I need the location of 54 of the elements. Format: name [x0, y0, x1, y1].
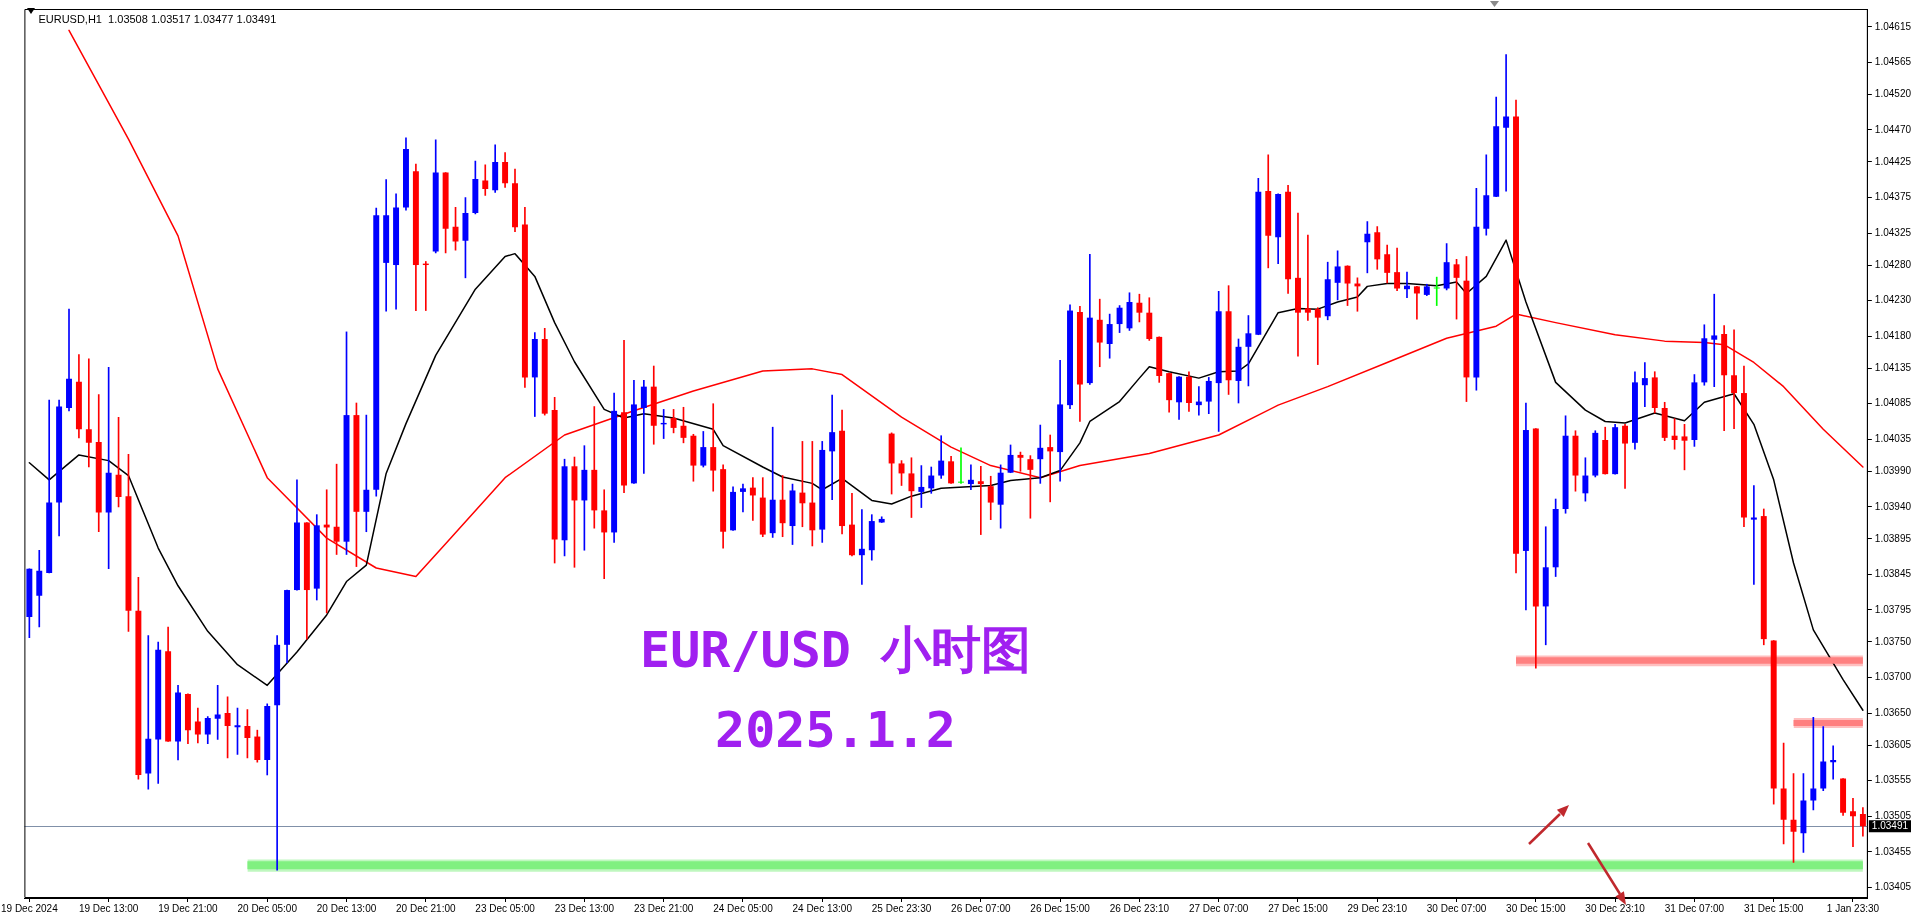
y-tick-label: 1.03650 [1874, 706, 1912, 718]
x-tick-label: 1 Jan 23:30 [1826, 902, 1880, 914]
x-tick-label: 24 Dec 05:00 [713, 902, 774, 914]
y-tick-label: 1.03505 [1874, 809, 1912, 821]
x-tick-label: 24 Dec 13:00 [792, 902, 853, 914]
x-tick-label: 31 Dec 15:00 [1743, 902, 1804, 914]
x-tick-label: 23 Dec 13:00 [554, 902, 615, 914]
x-tick-label: 30 Dec 07:00 [1426, 902, 1487, 914]
x-tick-label: 29 Dec 23:10 [1347, 902, 1408, 914]
y-tick-label: 1.04325 [1874, 226, 1912, 238]
x-tick-label: 20 Dec 13:00 [316, 902, 377, 914]
x-tick-label: 19 Dec 2024 [1, 902, 59, 914]
y-tick-label: 1.04180 [1874, 329, 1912, 341]
y-tick-label: 1.04565 [1874, 56, 1912, 68]
x-tick-label: 26 Dec 23:10 [1109, 902, 1170, 914]
y-tick-label: 1.04470 [1874, 123, 1912, 135]
y-tick-label: 1.03895 [1874, 532, 1912, 544]
x-tick-label: 31 Dec 07:00 [1664, 902, 1725, 914]
x-tick-label: 26 Dec 15:00 [1030, 902, 1091, 914]
y-tick-label: 1.04035 [1874, 433, 1912, 445]
y-tick-label: 1.04375 [1874, 191, 1912, 203]
y-tick-label: 1.03750 [1874, 635, 1912, 647]
x-tick-label: 27 Dec 07:00 [1188, 902, 1249, 914]
x-tick-label: 30 Dec 15:00 [1506, 902, 1567, 914]
chart-title: EURUSD,H1 1.03508 1.03517 1.03477 1.03491 [38, 13, 277, 26]
annotation: EUR/USD 小时图 [640, 620, 1031, 679]
y-tick-label: 1.04425 [1874, 155, 1912, 167]
x-tick-label: 26 Dec 07:00 [951, 902, 1011, 914]
x-tick-label: 20 Dec 21:00 [396, 902, 456, 914]
y-tick-label: 1.03405 [1874, 881, 1912, 893]
y-tick-label: 1.03845 [1874, 568, 1912, 580]
y-tick-label: 1.03700 [1874, 671, 1912, 683]
x-tick-label: 19 Dec 21:00 [158, 902, 219, 914]
annotation: 2025.1.2 [715, 700, 956, 759]
x-tick-label: 25 Dec 23:30 [871, 902, 932, 914]
y-tick-label: 1.03795 [1874, 603, 1912, 615]
y-tick-label: 1.04615 [1874, 20, 1912, 32]
y-tick-label: 1.04085 [1874, 397, 1912, 409]
x-tick-label: 19 Dec 13:00 [78, 902, 139, 914]
y-tick-label: 1.03455 [1874, 845, 1912, 857]
y-tick-label: 1.04520 [1874, 88, 1912, 100]
ref-line-label: 1.03491 [1871, 819, 1909, 831]
x-tick-label: 27 Dec 15:00 [1268, 902, 1329, 914]
x-tick-label: 20 Dec 05:00 [237, 902, 298, 914]
x-tick-label: 30 Dec 23:10 [1585, 902, 1646, 914]
x-tick-label: 23 Dec 05:00 [475, 902, 536, 914]
y-tick-label: 1.04230 [1874, 294, 1912, 306]
y-tick-label: 1.03940 [1874, 500, 1912, 512]
y-tick-label: 1.04135 [1874, 361, 1912, 373]
y-tick-label: 1.03990 [1874, 465, 1912, 477]
y-tick-label: 1.03605 [1874, 738, 1912, 750]
x-tick-label: 23 Dec 21:00 [633, 902, 694, 914]
y-tick-label: 1.03555 [1874, 774, 1912, 786]
y-tick-label: 1.04280 [1874, 258, 1912, 270]
